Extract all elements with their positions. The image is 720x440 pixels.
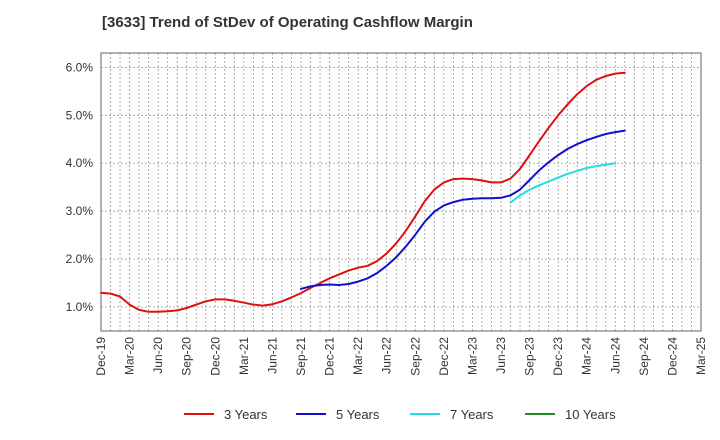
- series-line-3-years: [100, 71, 626, 313]
- series-lines: [100, 71, 626, 313]
- x-tick-label: Mar-25: [694, 337, 708, 375]
- x-tick-label: Jun-22: [380, 337, 394, 374]
- x-tick-label: Sep-23: [523, 337, 537, 376]
- x-tick-label: Jun-23: [494, 337, 508, 374]
- x-tick-label: Dec-19: [94, 337, 108, 376]
- x-tick-label: Sep-21: [294, 337, 308, 376]
- axes: 1.0% 2.0% 3.0% 4.0% 5.0% 6.0% Dec-19 Mar-20 Jun-…: [66, 52, 708, 376]
- legend: 3 Years 5 Years 7 Years 10 Years: [184, 407, 616, 422]
- x-tick-label: Dec-23: [551, 337, 565, 376]
- legend-label: 3 Years: [224, 407, 268, 422]
- series-line-5-years: [300, 129, 626, 290]
- plot-frame: [100, 52, 702, 332]
- y-tick-label: 6.0%: [66, 60, 94, 74]
- legend-label: 5 Years: [336, 407, 380, 422]
- x-tick-label: Dec-22: [437, 337, 451, 376]
- y-tick-label: 5.0%: [66, 108, 94, 122]
- x-tick-label: Jun-20: [151, 337, 165, 374]
- x-tick-label: Mar-22: [351, 337, 365, 375]
- legend-label: 10 Years: [565, 407, 616, 422]
- x-tick-label: Sep-24: [637, 337, 651, 376]
- x-tick-label: Sep-22: [408, 337, 422, 376]
- x-tick-label: Dec-20: [208, 337, 222, 376]
- x-tick-label: Sep-20: [180, 337, 194, 376]
- x-tick-label: Jun-24: [608, 337, 622, 374]
- series-line-7-years: [509, 162, 617, 204]
- x-tick-label: Dec-21: [323, 337, 337, 376]
- x-tick-label: Mar-21: [237, 337, 251, 375]
- y-tick-label: 4.0%: [66, 156, 94, 170]
- x-tick-label: Jun-21: [265, 337, 279, 374]
- x-tick-label: Dec-24: [665, 337, 679, 376]
- x-tick-label: Mar-23: [465, 337, 479, 375]
- y-tick-label: 2.0%: [66, 252, 94, 266]
- y-tick-label: 3.0%: [66, 204, 94, 218]
- plot-background: [101, 53, 701, 331]
- x-tick-label: Mar-20: [123, 337, 137, 375]
- x-tick-label: Mar-24: [580, 337, 594, 375]
- y-tick-label: 1.0%: [66, 300, 94, 314]
- legend-label: 7 Years: [450, 407, 494, 422]
- chart-title: [3633] Trend of StDev of Operating Cashf…: [102, 14, 473, 31]
- grid: [100, 53, 702, 331]
